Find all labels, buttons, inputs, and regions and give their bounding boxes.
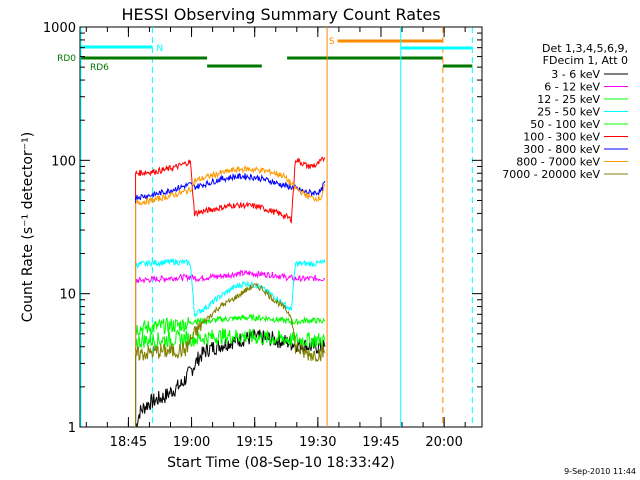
- legend-entry-label: 800 - 7000 keV: [516, 156, 600, 169]
- flag-lines: N RD0 RD6 S: [57, 27, 473, 427]
- series-line: [135, 165, 326, 206]
- legend-header: FDecim 1, Att 0: [543, 54, 628, 67]
- x-tick-label: 19:30: [299, 435, 336, 450]
- y-tick-label: 100: [51, 154, 76, 169]
- series-line: [135, 328, 326, 349]
- legend-entry-label: 25 - 50 keV: [537, 106, 600, 119]
- x-axis-label: Start Time (08-Sep-10 18:33:42): [167, 455, 395, 471]
- legend-entry-label: 6 - 12 keV: [544, 81, 600, 94]
- series-line: [135, 269, 325, 284]
- series-line: [135, 313, 326, 337]
- footer-timestamp: 9-Sep-2010 11:44: [564, 467, 636, 476]
- series-lines: [135, 156, 326, 428]
- x-tick-label: 19:45: [362, 435, 399, 450]
- legend: Det 1,3,4,5,6,9,FDecim 1, Att 03 - 6 keV…: [502, 42, 628, 181]
- x-axis-ticks: 18:45 19:00 19:15 19:30 19:45 20:00: [85, 27, 466, 450]
- legend-entry-label: 3 - 6 keV: [551, 68, 600, 81]
- series-line: [135, 172, 326, 202]
- flag-label: RD6: [90, 63, 109, 73]
- plot-area: [79, 26, 483, 428]
- legend-entry-label: 300 - 800 keV: [523, 143, 600, 156]
- legend-header: Det 1,3,4,5,6,9,: [542, 42, 628, 55]
- series-line: [135, 328, 326, 428]
- series-line: [135, 282, 326, 362]
- x-tick-label: 18:45: [110, 435, 147, 450]
- flag-label: S: [329, 37, 335, 47]
- y-tick-label: 10: [59, 288, 76, 303]
- x-tick-label: 19:15: [236, 435, 273, 450]
- x-tick-label: 20:00: [425, 435, 462, 450]
- y-axis-label: Count Rate (s⁻¹ detector⁻¹): [20, 132, 36, 322]
- legend-entry-label: 50 - 100 keV: [530, 118, 600, 131]
- flag-label: N: [156, 44, 163, 54]
- x-tick-label: 19:00: [173, 435, 210, 450]
- y-axis-ticks: 1 10 100 1000: [43, 21, 482, 436]
- legend-entry-label: 100 - 300 keV: [523, 131, 600, 144]
- flag-label: RD0: [57, 54, 76, 64]
- y-tick-label: 1: [68, 421, 76, 436]
- chart-title: HESSI Observing Summary Count Rates: [121, 5, 440, 24]
- series-line: [135, 156, 326, 224]
- legend-entry-label: 7000 - 20000 keV: [502, 168, 600, 181]
- legend-entry-label: 12 - 25 keV: [537, 93, 600, 106]
- y-tick-label: 1000: [43, 21, 76, 36]
- series-line: [135, 257, 326, 318]
